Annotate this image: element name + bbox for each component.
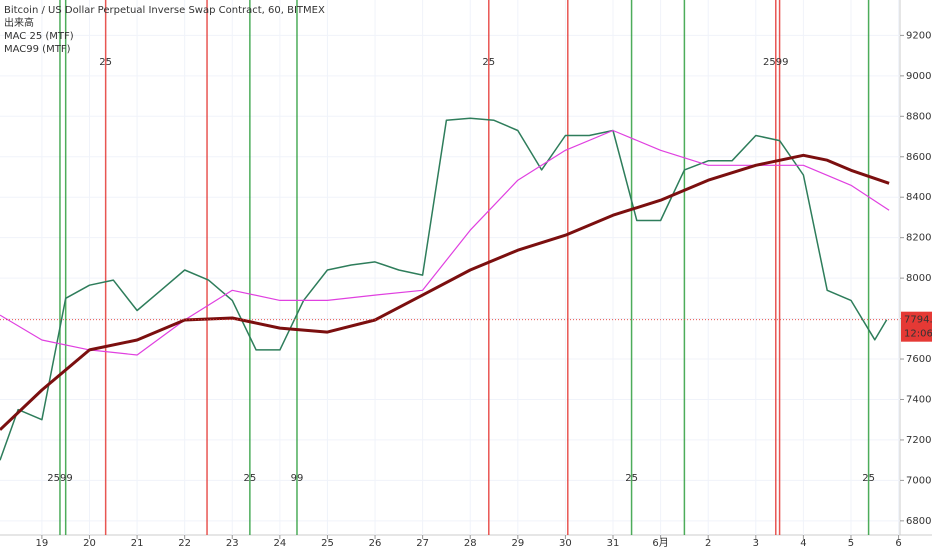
y-tick-label: 7600.0 [906, 354, 932, 365]
x-tick-label: 24 [273, 538, 286, 549]
x-tick-label: 26 [369, 538, 382, 549]
signal-label: 25 [244, 473, 257, 484]
x-tick-label: 6 [895, 538, 901, 549]
plot [0, 0, 900, 535]
series-line [0, 153, 890, 431]
x-tick-label: 28 [464, 538, 477, 549]
x-tick-label: 27 [416, 538, 429, 549]
chart-title: Bitcoin / US Dollar Perpetual Inverse Sw… [4, 5, 325, 16]
x-tick-label: 21 [131, 538, 144, 549]
x-tick-label: 5 [848, 538, 854, 549]
x-tick-label: 19 [36, 538, 49, 549]
x-tick-label: 20 [83, 538, 96, 549]
y-tick-label: 8800.0 [906, 111, 932, 122]
y-tick-label: 8000.0 [906, 273, 932, 284]
x-tick-label: 29 [511, 538, 524, 549]
y-tick-label: 8400.0 [906, 192, 932, 203]
x-tick-label: 3 [753, 538, 759, 549]
y-tick-label: 7400.0 [906, 394, 932, 405]
x-tick-label: 31 [607, 538, 620, 549]
signal-label: 25 [482, 57, 495, 68]
x-tick-label: 4 [800, 538, 806, 549]
x-tick-label: 2 [705, 538, 711, 549]
signal-label: 25 [99, 57, 112, 68]
x-tick-label: 25 [321, 538, 334, 549]
series-line [0, 117, 888, 461]
indicator-label: 出来高 [4, 16, 34, 29]
x-tick-label: 22 [178, 538, 191, 549]
last-price-label: 7794.5 [904, 315, 932, 326]
x-tick-label: 6月 [652, 537, 668, 549]
y-tick-label: 9000.0 [906, 71, 932, 82]
signal-label: 99 [291, 473, 304, 484]
y-tick-label: 7200.0 [906, 435, 932, 446]
y-tick-label: 8600.0 [906, 152, 932, 163]
last-price-box [901, 311, 932, 342]
x-tick-label: 30 [559, 538, 572, 549]
indicator-label: MAC99 (MTF) [4, 44, 71, 55]
signal-label: 2599 [47, 473, 72, 484]
signal-label: 2599 [763, 57, 788, 68]
signal-label: 25 [862, 473, 875, 484]
y-tick-label: 6800.0 [906, 516, 932, 527]
y-tick-label: 7000.0 [906, 475, 932, 486]
y-tick-label: 9200.0 [906, 30, 932, 41]
signal-label: 25 [625, 473, 638, 484]
y-tick-label: 8200.0 [906, 233, 932, 244]
countdown: 12:06 [904, 329, 932, 340]
series-line [0, 129, 890, 356]
indicator-label: MAC 25 (MTF) [4, 31, 74, 42]
x-tick-label: 23 [226, 538, 239, 549]
